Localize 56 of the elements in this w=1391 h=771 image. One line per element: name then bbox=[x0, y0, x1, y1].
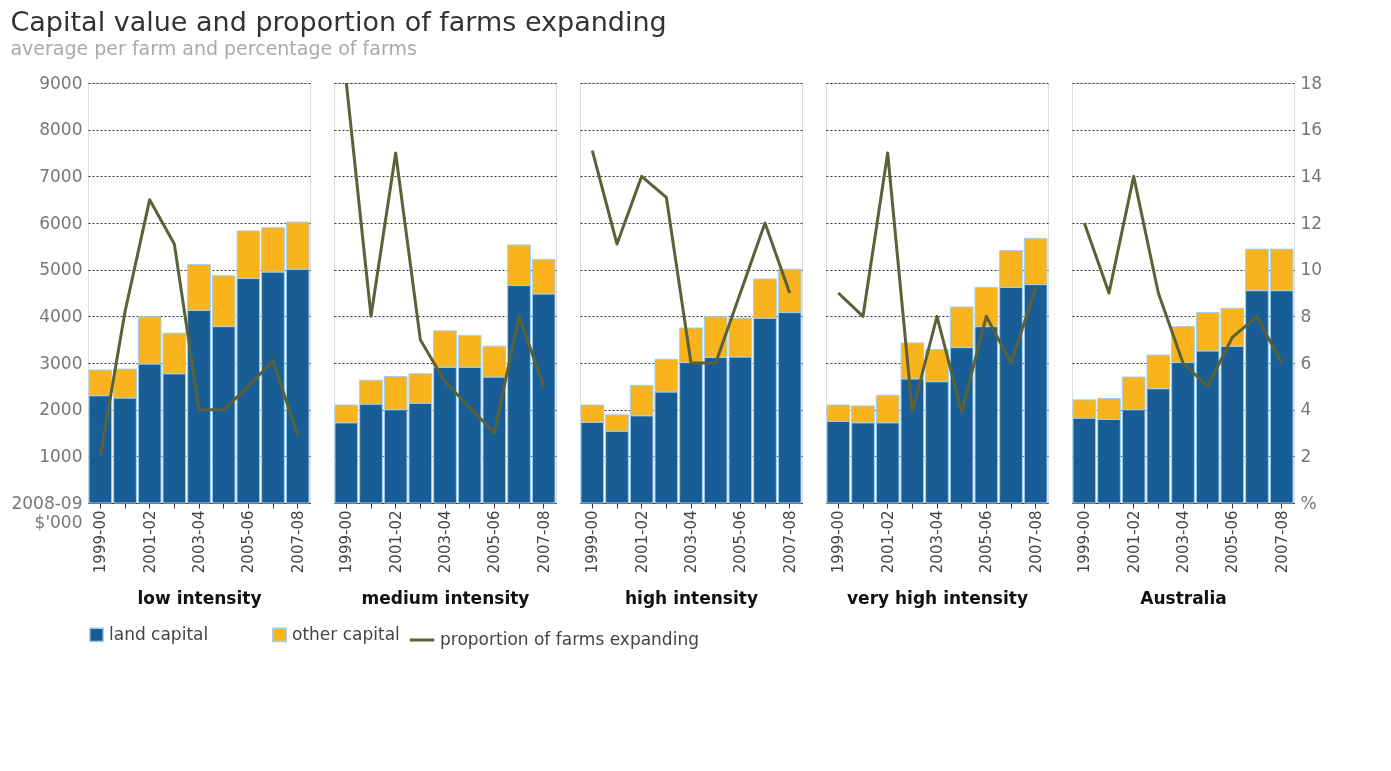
x-tick-label: 2003-04 bbox=[436, 510, 454, 574]
x-tick-label: 2005-06 bbox=[485, 510, 504, 574]
y-tick-label: 6000 bbox=[39, 212, 83, 233]
x-tick-label: 2005-06 bbox=[239, 510, 258, 574]
y-tick-label: 9000 bbox=[39, 72, 83, 93]
x-tick-label: 2007-08 bbox=[780, 510, 799, 574]
legend-label: proportion of farms expanding bbox=[440, 629, 699, 649]
x-tick-label: 2005-06 bbox=[1223, 510, 1242, 574]
x-axis-title: Australia bbox=[1140, 588, 1227, 609]
legend-label: land capital bbox=[109, 623, 209, 644]
x-axis-title: medium intensity bbox=[361, 588, 530, 609]
y2-tick-label: 6 bbox=[1300, 352, 1312, 373]
y-tick-label: 4000 bbox=[39, 305, 83, 326]
x-tick-label: 2007-08 bbox=[288, 510, 307, 574]
x-tick-label: 2007-08 bbox=[1026, 510, 1045, 574]
x-tick-label: 1999-00 bbox=[337, 510, 356, 574]
x-tick-label: 2005-06 bbox=[977, 510, 996, 574]
x-tick-label: 1999-00 bbox=[583, 510, 602, 574]
y2-tick-label: 4 bbox=[1300, 399, 1312, 420]
y2-tick-label: 18 bbox=[1300, 72, 1323, 93]
y2-tick-label: % bbox=[1300, 492, 1317, 513]
chart-subtitle: average per farm and percentage of farms bbox=[10, 36, 417, 59]
y2-tick-label: 12 bbox=[1300, 212, 1323, 233]
y-tick-label: 2000 bbox=[39, 399, 83, 420]
x-tick-label: 2001-02 bbox=[878, 510, 897, 574]
x-axis-title: low intensity bbox=[137, 588, 262, 609]
y-tick-label: 1000 bbox=[39, 445, 83, 466]
x-tick-label: 1999-00 bbox=[1075, 510, 1094, 574]
x-axis-title: high intensity bbox=[625, 588, 758, 609]
x-axis-title: very high intensity bbox=[847, 588, 1028, 609]
x-tick-label: 2007-08 bbox=[1272, 510, 1291, 574]
chart-title: Capital value and proportion of farms expanding bbox=[10, 5, 667, 37]
x-tick-label: 2003-04 bbox=[190, 510, 208, 574]
y-tick-label: 2008-09 $'000 bbox=[11, 492, 83, 532]
y-tick-label: 7000 bbox=[39, 165, 83, 186]
line-series bbox=[1082, 174, 1284, 388]
y-tick-label: 3000 bbox=[39, 352, 83, 373]
x-tick-label: 2003-04 bbox=[1174, 510, 1192, 574]
x-tick-label: 2007-08 bbox=[534, 510, 553, 574]
x-tick-label: 2005-06 bbox=[731, 510, 750, 574]
y-tick-label: 5000 bbox=[39, 259, 83, 280]
x-tick-label: 2003-04 bbox=[928, 510, 946, 574]
x-tick-label: 2001-02 bbox=[140, 510, 159, 574]
x-tick-label: 2001-02 bbox=[386, 510, 405, 574]
x-tick-label: 1999-00 bbox=[91, 510, 110, 574]
x-tick-label: 2001-02 bbox=[1124, 510, 1143, 574]
legend-label: other capital bbox=[292, 623, 400, 644]
y2-tick-label: 2 bbox=[1300, 445, 1312, 466]
y2-tick-label: 14 bbox=[1300, 165, 1323, 186]
y2-tick-label: 10 bbox=[1300, 259, 1323, 280]
y-tick-label: 8000 bbox=[39, 119, 83, 140]
x-tick-label: 2003-04 bbox=[682, 510, 700, 574]
x-tick-label: 2001-02 bbox=[632, 510, 651, 574]
x-tick-label: 1999-00 bbox=[829, 510, 848, 574]
y2-tick-label: 16 bbox=[1300, 119, 1323, 140]
y2-tick-label: 8 bbox=[1300, 305, 1312, 326]
